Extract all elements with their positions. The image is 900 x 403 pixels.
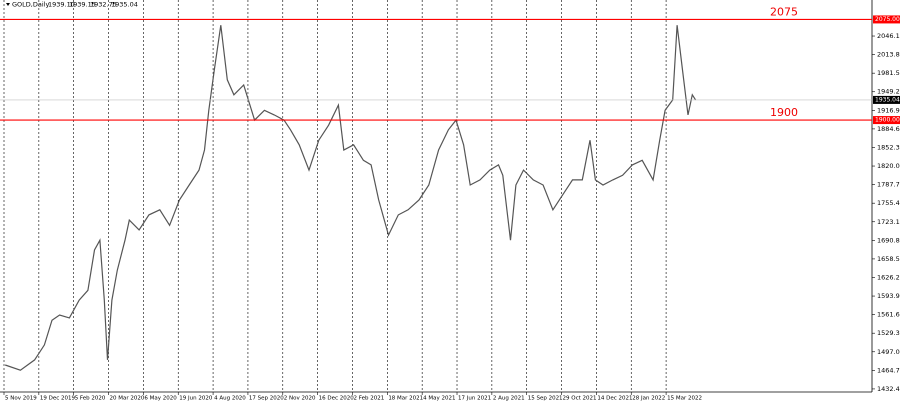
y-tick-label: 1981.55 <box>877 69 900 77</box>
level-label: 1900 <box>770 106 798 119</box>
y-tick-label: 1658.55 <box>877 255 900 263</box>
y-tick-label: 1561.65 <box>877 311 900 319</box>
y-tick-label: 1852.35 <box>877 143 900 151</box>
y-tick-label: 1755.45 <box>877 199 900 207</box>
level-box-label: 1900.00 <box>875 117 900 124</box>
menu-arrow <box>6 3 10 6</box>
y-tick-label: 1884.65 <box>877 125 900 133</box>
x-tick-label: 18 Mar 2021 <box>388 396 423 402</box>
x-tick-label: 4 Aug 2020 <box>214 396 246 402</box>
level-label: 2075 <box>770 5 798 18</box>
x-tick-label: 20 Mar 2020 <box>110 396 145 402</box>
level-box <box>873 116 900 125</box>
last-price-label: 1935.04 <box>875 96 900 103</box>
y-tick-label: 1787.75 <box>877 181 900 189</box>
ohlc-value: 1935.04 <box>111 1 138 9</box>
y-tick-label: 2013.85 <box>877 51 900 59</box>
x-tick-label: 5 Nov 2019 <box>5 396 37 402</box>
x-tick-label: 28 Jan 2022 <box>632 396 665 402</box>
x-tick-label: 29 Oct 2021 <box>563 396 597 402</box>
last-price-box <box>873 95 900 104</box>
x-tick-label: 4 May 2021 <box>423 396 455 402</box>
ohlc-value: 1932.75 <box>90 1 117 9</box>
y-tick-label: 2046.15 <box>877 32 900 40</box>
level-box-label: 2075.00 <box>875 16 900 23</box>
y-tick-label: 1464.75 <box>877 366 900 374</box>
y-tick-label: 1497.05 <box>877 348 900 356</box>
x-tick-label: 19 Jun 2020 <box>179 396 213 402</box>
x-tick-label: 2 Feb 2021 <box>353 396 384 402</box>
y-tick-label: 1626.25 <box>877 273 900 281</box>
y-tick-label: 1690.85 <box>877 236 900 244</box>
level-box <box>873 15 900 24</box>
symbol: GOLD,Daily <box>12 1 49 9</box>
price-line <box>5 25 697 371</box>
x-tick-label: 15 Mar 2022 <box>667 396 702 402</box>
ohlc-value: 1939.15 <box>69 1 96 9</box>
x-tick-label: 14 Dec 2021 <box>597 396 632 402</box>
y-tick-label: 1432.45 <box>877 385 900 393</box>
y-tick-label: 1529.35 <box>877 329 900 337</box>
y-tick-label: 1820.05 <box>877 162 900 170</box>
x-tick-label: 17 Jun 2021 <box>458 396 491 402</box>
x-tick-label: 2 Nov 2020 <box>284 396 316 402</box>
y-tick-label: 1916.95 <box>877 106 900 114</box>
x-tick-label: 5 Feb 2020 <box>75 396 106 402</box>
y-tick-label: 1949.25 <box>877 88 900 96</box>
y-tick-label: 1723.15 <box>877 218 900 226</box>
x-tick-label: 19 Dec 2019 <box>40 396 76 402</box>
x-tick-label: 15 Sep 2021 <box>528 396 563 402</box>
x-tick-label: 2 Aug 2021 <box>493 396 525 402</box>
ohlc-value: 1939.10 <box>48 1 75 9</box>
x-tick-label: 6 May 2020 <box>144 396 177 402</box>
x-tick-label: 17 Sep 2020 <box>249 396 284 402</box>
y-tick-label: 1593.95 <box>877 292 900 300</box>
x-tick-label: 16 Dec 2020 <box>319 396 355 402</box>
